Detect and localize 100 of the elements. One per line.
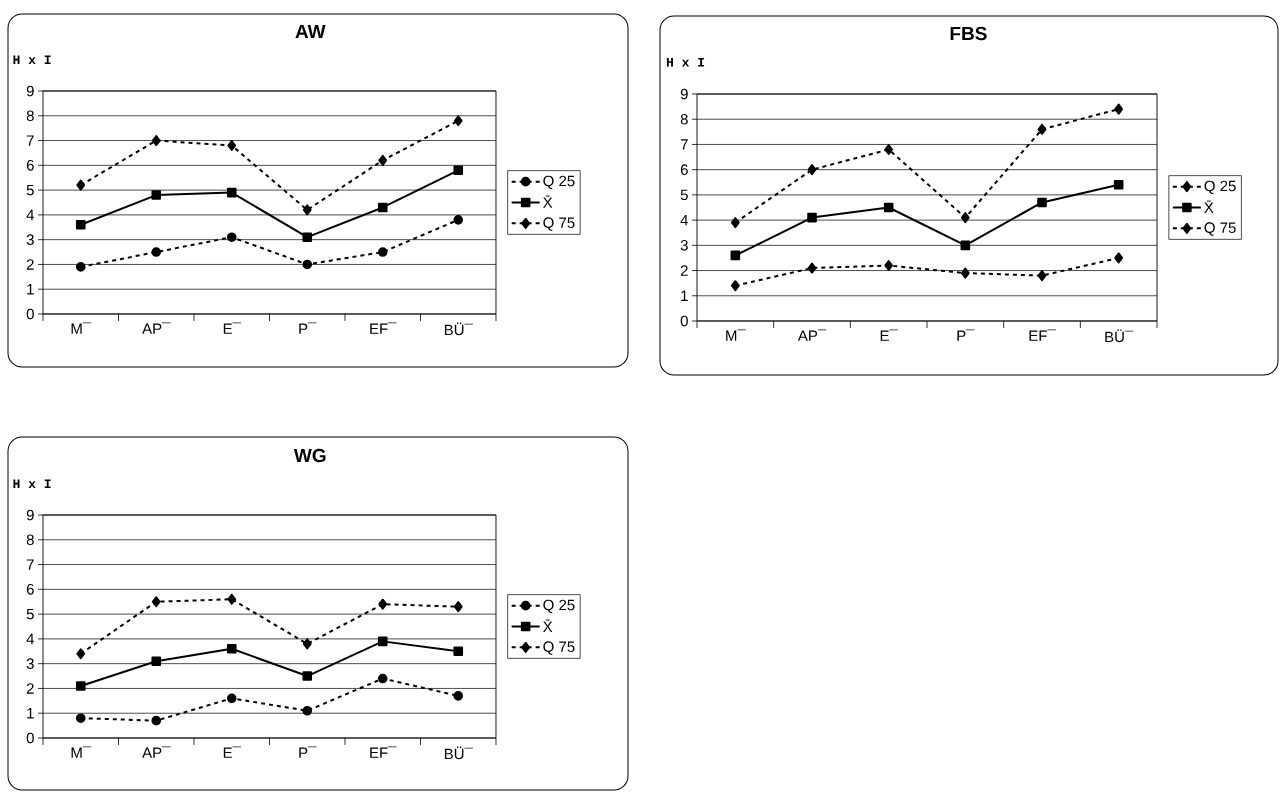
point bbox=[75, 262, 86, 272]
x-tick-label: P¯ bbox=[299, 322, 317, 334]
legend-label: Q 75 bbox=[1204, 222, 1236, 236]
point bbox=[377, 636, 388, 647]
x-tick-label: EF¯ bbox=[1029, 329, 1056, 341]
x-tick-label: E¯ bbox=[223, 746, 242, 758]
point bbox=[960, 267, 970, 279]
chart-title: AW bbox=[295, 24, 326, 39]
y-tick-label: 2 bbox=[680, 265, 688, 276]
point bbox=[730, 217, 740, 229]
point bbox=[807, 262, 817, 274]
point bbox=[1113, 180, 1124, 190]
legend-label: Q 25 bbox=[1204, 180, 1236, 194]
legend-label: Q 75 bbox=[543, 217, 575, 231]
y-tick-label: 7 bbox=[26, 135, 34, 146]
x-tick-label: E¯ bbox=[223, 322, 242, 334]
x-tick-label: AP¯ bbox=[142, 746, 171, 758]
point bbox=[151, 596, 161, 608]
y-tick-label: 3 bbox=[680, 240, 688, 251]
point bbox=[1037, 270, 1047, 282]
point bbox=[227, 140, 237, 152]
point bbox=[807, 212, 817, 223]
point bbox=[377, 202, 388, 213]
point bbox=[76, 179, 86, 191]
point bbox=[226, 187, 237, 198]
y-tick-label: 3 bbox=[26, 234, 34, 245]
y-tick-label: 6 bbox=[26, 584, 34, 595]
y-tick-label: 5 bbox=[26, 184, 34, 196]
point bbox=[730, 250, 741, 261]
legend-label: X̄ bbox=[543, 195, 553, 208]
point bbox=[302, 671, 313, 681]
y-tick-label: 6 bbox=[680, 164, 688, 175]
y-tick-label: 5 bbox=[26, 608, 34, 620]
point bbox=[378, 598, 388, 610]
point bbox=[960, 240, 971, 251]
y-tick-label: 8 bbox=[26, 110, 34, 122]
x-tick-label: M¯ bbox=[71, 322, 92, 334]
x-tick-label: AP¯ bbox=[797, 329, 827, 341]
point bbox=[453, 115, 463, 127]
x-tick-label: E¯ bbox=[880, 329, 898, 341]
y-tick-label: 7 bbox=[26, 559, 34, 570]
point bbox=[453, 601, 463, 613]
point bbox=[377, 247, 388, 257]
point bbox=[1037, 123, 1047, 135]
point bbox=[302, 638, 312, 650]
point bbox=[75, 220, 86, 230]
point bbox=[226, 693, 237, 704]
y-tick-label: 2 bbox=[26, 683, 34, 694]
point bbox=[730, 280, 740, 292]
y-tick-label: 4 bbox=[680, 214, 689, 226]
y-tick-label: 1 bbox=[27, 284, 34, 295]
y-tick-label: 7 bbox=[680, 139, 688, 150]
point bbox=[151, 656, 162, 666]
point bbox=[151, 135, 161, 147]
legend-label: Q 75 bbox=[543, 641, 575, 655]
y-tick-label: 2 bbox=[26, 259, 34, 270]
x-tick-label: M¯ bbox=[71, 746, 92, 758]
point bbox=[302, 204, 312, 216]
point bbox=[378, 154, 388, 166]
x-tick-label: BÜ¯ bbox=[444, 322, 473, 336]
y-axis-title: H x I bbox=[666, 57, 705, 67]
point bbox=[227, 593, 237, 605]
point bbox=[453, 691, 464, 701]
point bbox=[75, 713, 86, 723]
y-tick-label: 6 bbox=[26, 160, 34, 171]
y-tick-label: 3 bbox=[26, 658, 34, 669]
chart-title: WG bbox=[293, 448, 326, 463]
point bbox=[1114, 103, 1124, 115]
y-tick-label: 4 bbox=[26, 209, 35, 221]
point bbox=[151, 247, 162, 257]
y-tick-label: 5 bbox=[680, 189, 688, 201]
legend-label: X̄ bbox=[1204, 200, 1214, 213]
y-tick-label: 8 bbox=[26, 534, 34, 546]
y-axis-title: H x I bbox=[13, 479, 51, 489]
point bbox=[226, 644, 237, 654]
chart-title: FBS bbox=[950, 26, 987, 41]
point bbox=[226, 232, 237, 242]
point bbox=[1037, 197, 1047, 208]
point bbox=[302, 705, 313, 716]
point bbox=[302, 232, 313, 242]
y-tick-label: 0 bbox=[26, 308, 34, 320]
point bbox=[807, 164, 817, 176]
legend-label: Q 25 bbox=[543, 175, 575, 189]
y-tick-label: 9 bbox=[26, 85, 34, 97]
y-tick-label: 1 bbox=[27, 708, 34, 719]
x-tick-label: P¯ bbox=[299, 746, 317, 758]
y-tick-label: 8 bbox=[680, 113, 688, 125]
point bbox=[453, 165, 464, 176]
point bbox=[453, 215, 464, 225]
point bbox=[884, 260, 894, 272]
point bbox=[151, 190, 162, 200]
point bbox=[453, 646, 464, 657]
point bbox=[884, 143, 894, 155]
y-axis-title: H x I bbox=[13, 55, 51, 65]
y-tick-label: 0 bbox=[680, 315, 688, 327]
point bbox=[75, 681, 86, 691]
x-tick-label: EF¯ bbox=[370, 322, 397, 334]
y-tick-label: 9 bbox=[680, 88, 688, 100]
point bbox=[302, 259, 313, 270]
x-tick-label: M¯ bbox=[726, 329, 746, 341]
